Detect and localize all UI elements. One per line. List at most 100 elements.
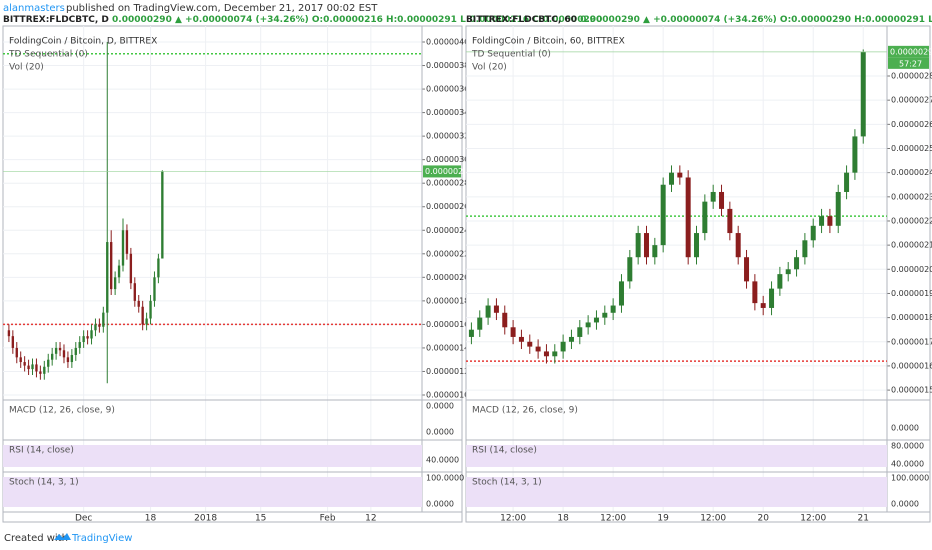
candle-body xyxy=(62,350,66,358)
candle-body xyxy=(694,233,700,258)
candle-body xyxy=(785,269,791,275)
candle-body xyxy=(702,201,708,234)
candle-body xyxy=(735,233,741,258)
candle-body xyxy=(129,253,133,284)
panel xyxy=(465,25,931,523)
candle-body xyxy=(98,324,101,327)
candle-body xyxy=(35,364,38,372)
y-tick-label: 0.00000180 xyxy=(891,313,932,322)
x-tick-label: 2018 xyxy=(194,514,217,524)
candle-body xyxy=(568,336,574,342)
y-tick-label: 0.00000220 xyxy=(891,216,932,225)
candle-body xyxy=(794,257,800,270)
y-tick-label: 0.00000100 xyxy=(426,390,474,399)
candle-body xyxy=(610,305,616,313)
info-ohlc: O:0.00000290 H:0.00000291 L:0.00000288 C… xyxy=(780,15,932,25)
y-tick-label: 0.00000220 xyxy=(426,249,474,258)
candle-body xyxy=(54,347,58,354)
countdown: 57:27 xyxy=(899,59,922,68)
candle-body xyxy=(58,347,62,351)
candle-body xyxy=(860,51,866,137)
candle-body xyxy=(86,336,89,339)
info-change: ▲ +0.00000074 (+34.26%) xyxy=(175,15,309,25)
candle-body xyxy=(835,191,841,226)
candle-body xyxy=(710,191,716,202)
candle-body xyxy=(593,317,599,323)
candle-body xyxy=(11,336,15,348)
candle-body xyxy=(66,357,70,363)
info-last: 0.00000290 xyxy=(112,15,172,25)
candle-body xyxy=(810,225,816,241)
pane-band xyxy=(3,445,422,467)
pane-label: Stoch (14, 3, 1) xyxy=(9,478,79,488)
x-tick-label: 18 xyxy=(145,514,157,524)
candle-body xyxy=(39,371,42,374)
candle-body xyxy=(535,346,541,352)
candle-body xyxy=(485,305,491,318)
symbol-info: BITTREX:FLDCBTC, 60 0.00000290 ▲ +0.0000… xyxy=(466,15,932,25)
x-tick-label: Feb xyxy=(320,514,336,524)
pane-label: Stoch (14, 3, 1) xyxy=(472,478,542,488)
y-tick-label: 0.00000280 xyxy=(891,72,932,81)
x-tick-label: 12 xyxy=(365,514,376,524)
legend-entry: FoldingCoin / Bitcoin, D, BITTREX xyxy=(9,37,157,47)
pane-tick-label: 100.0000 xyxy=(891,474,929,483)
pane-tick-label: 0.0000 xyxy=(426,428,454,437)
x-tick-label: 19 xyxy=(657,514,669,524)
created-with: Created with xyxy=(4,533,68,544)
x-tick-label: 12:00 xyxy=(700,514,726,524)
pane-tick-label: 40.0000 xyxy=(426,456,459,465)
x-tick-label: 18 xyxy=(557,514,569,524)
candle-body xyxy=(90,330,93,339)
pane-tick-label: 0.0000 xyxy=(891,500,919,509)
candle-body xyxy=(145,318,148,325)
x-tick-label: 12:00 xyxy=(600,514,626,524)
candle-body xyxy=(585,322,591,328)
y-tick-label: 0.00000400 xyxy=(426,38,474,47)
info-change: ▲ +0.00000074 (+34.26%) xyxy=(643,15,777,25)
candle-body xyxy=(106,242,109,313)
candle-body xyxy=(660,184,666,246)
candle-body xyxy=(543,351,549,357)
candle-body xyxy=(827,216,833,226)
candle-body xyxy=(23,362,26,366)
candle-body xyxy=(502,312,508,328)
brand[interactable]: TradingView xyxy=(71,533,132,544)
candle-body xyxy=(635,233,641,258)
y-tick-label: 0.00000240 xyxy=(426,226,474,235)
price-label: 0.00000290 xyxy=(890,47,932,56)
author[interactable]: alanmasters xyxy=(3,3,65,14)
candle-body xyxy=(94,324,97,331)
candle-body xyxy=(15,347,18,358)
y-tick-label: 0.00000160 xyxy=(891,361,932,370)
candle-body xyxy=(468,329,474,337)
candle-body xyxy=(577,327,583,337)
candle-body xyxy=(819,216,825,226)
y-tick-label: 0.00000260 xyxy=(891,120,932,129)
pane-label: MACD (12, 26, close, 9) xyxy=(9,406,115,416)
candle-body xyxy=(560,341,566,352)
pane-tick-label: 80.0000 xyxy=(891,442,924,451)
x-tick-label: 20 xyxy=(757,514,769,524)
x-tick-label: Dec xyxy=(75,514,92,524)
candle-body xyxy=(125,230,129,254)
candle-body xyxy=(7,330,11,337)
info-ohlc: O:0.00000216 H:0.00000291 L:0.00000216 C… xyxy=(312,15,602,25)
candle-body xyxy=(668,172,674,185)
candle-body xyxy=(777,274,783,289)
candle-body xyxy=(627,257,633,282)
candle-body xyxy=(643,233,649,258)
candle-body xyxy=(652,245,658,258)
candle-body xyxy=(102,312,105,327)
candle-body xyxy=(518,336,524,342)
candle-body xyxy=(153,277,156,301)
y-tick-label: 0.00000380 xyxy=(426,61,474,70)
candle-body xyxy=(752,281,758,304)
y-tick-label: 0.00000140 xyxy=(426,343,474,352)
legend-entry: TD Sequential (0) xyxy=(8,50,88,60)
candle-body xyxy=(141,306,144,325)
